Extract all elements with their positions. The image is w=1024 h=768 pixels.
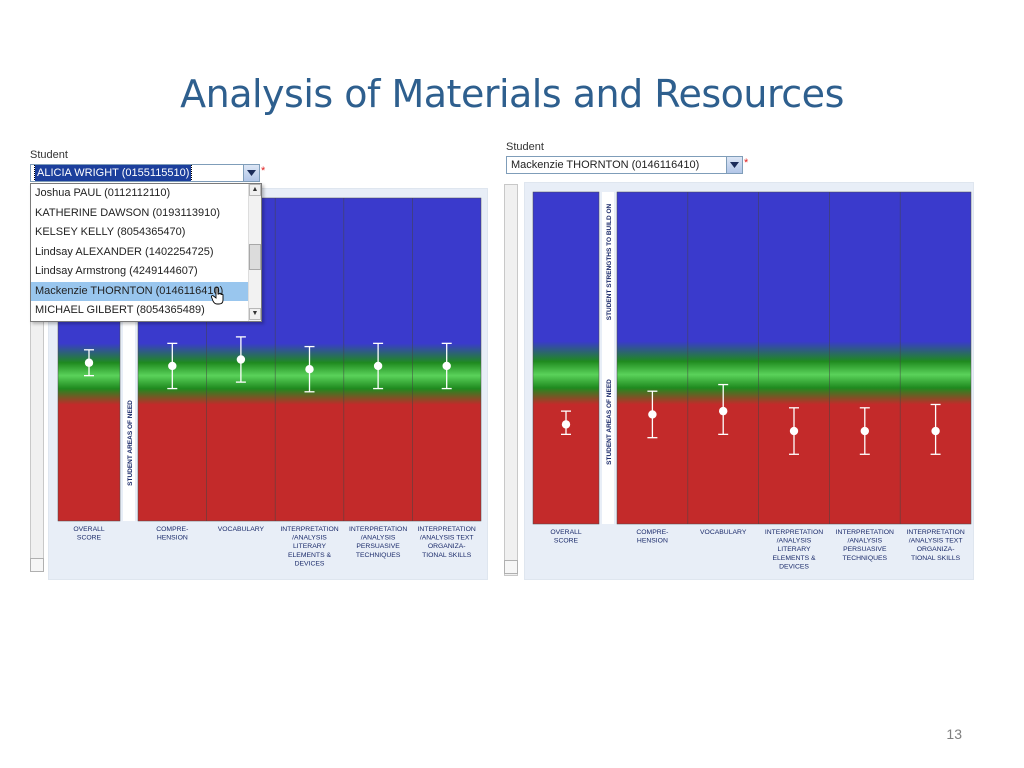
required-asterisk: *	[261, 165, 266, 177]
dropdown-option[interactable]: MICHAEL GILBERT (8054365489)	[35, 304, 205, 316]
category-label-line: ORGANIZA-	[428, 543, 466, 550]
page-number: 13	[946, 726, 962, 742]
chevron-down-icon[interactable]	[726, 157, 742, 173]
score-point	[648, 410, 657, 419]
dropdown-option[interactable]: Lindsay Armstrong (4249144607)	[35, 265, 198, 277]
category-label-line: ELEMENTS &	[288, 552, 332, 559]
category-label: INTERPRETATION/ANALYSIS TEXT ORGANIZA- TIO…	[418, 526, 476, 559]
score-point	[84, 358, 94, 367]
category-label-line: TIONAL SKILLS	[422, 552, 472, 559]
category-label-line: SCORE	[554, 538, 579, 545]
category-label-line: /ANALYSIS	[361, 535, 396, 542]
category-label-line: INTERPRETATION	[349, 526, 407, 533]
score-point	[860, 426, 869, 436]
score-point	[168, 361, 177, 371]
score-point	[373, 361, 383, 371]
category-label: VOCABULARY	[218, 526, 265, 533]
category-label-line: HENSION	[157, 535, 188, 542]
category-label-line: DEVICES	[295, 560, 325, 567]
dropdown-option[interactable]: KELSEY KELLY (8054365470)	[35, 226, 186, 238]
student-dropdown-list[interactable]: Joshua PAUL (0112112110) KATHERINE DAWSON…	[30, 183, 262, 322]
scrollbar-thumb[interactable]	[249, 244, 261, 270]
category-label-line: VOCABULARY	[700, 529, 747, 536]
student-select[interactable]: ALICIA WRIGHT (0155115510)	[30, 164, 260, 182]
category-label-line: ELEMENTS &	[772, 555, 816, 562]
score-point	[931, 426, 940, 436]
strengths-label: STUDENT STRENGTHS TO BUILD ON	[606, 203, 613, 320]
dropdown-option[interactable]: Mackenzie THORNTON (0146116410)	[31, 281, 249, 301]
category-label-line: PERSUASIVE	[356, 543, 400, 550]
score-point	[789, 426, 799, 436]
category-label: OVERALL SCORE	[550, 529, 582, 545]
category-label: INTERPRETATION/ANALYSIS LITERARY ELEMENTS …	[280, 526, 338, 567]
score-point	[305, 364, 314, 374]
category-label-line: /ANALYSIS	[292, 535, 327, 542]
category-label-line: OVERALL	[550, 529, 582, 536]
score-point	[719, 406, 728, 416]
category-label-line: INTERPRETATION	[765, 529, 823, 536]
hand-pointer-icon	[210, 286, 225, 310]
student-select-value: ALICIA WRIGHT (0155115510)	[33, 165, 193, 181]
dropdown-scrollbar[interactable]: ▲ ▼	[248, 184, 261, 321]
scroll-down-icon[interactable]: ▼	[249, 308, 261, 320]
student-label: Student	[30, 149, 68, 161]
student-select[interactable]: Mackenzie THORNTON (0146116410)	[506, 156, 743, 174]
category-label-line: /ANALYSIS	[847, 538, 882, 545]
category-label-line: ORGANIZA-	[917, 546, 955, 553]
score-point	[442, 361, 451, 371]
category-label-line: TIONAL SKILLS	[911, 555, 961, 562]
category-label-line: TECHNIQUES	[356, 552, 401, 559]
category-label: INTERPRETATION/ANALYSIS LITERARY ELEMENTS …	[765, 529, 823, 570]
dropdown-option[interactable]: KATHERINE DAWSON (0193113910)	[35, 206, 221, 219]
dropdown-option[interactable]: Lindsay ALEXANDER (1402254725)	[35, 245, 214, 258]
category-label: INTERPRETATION/ANALYSIS PERSUASIVE TECHNIQ…	[836, 529, 894, 562]
right-student-panel: Student Mackenzie THORNTON (0146116410) …	[504, 140, 974, 580]
score-point	[236, 355, 246, 364]
category-label-line: VOCABULARY	[218, 526, 265, 533]
category-label-line: HENSION	[637, 538, 668, 545]
dropdown-option[interactable]: Joshua PAUL (0112112110)	[35, 187, 171, 199]
vertical-slider[interactable]	[504, 184, 518, 576]
slider-handle[interactable]	[504, 560, 518, 574]
category-label-line: INTERPRETATION	[836, 529, 894, 536]
category-label-line: /ANALYSIS TEXT	[909, 538, 963, 545]
right-score-chart: STUDENT STRENGTHS TO BUILD ON STUDENT ARE…	[532, 191, 972, 570]
category-label-line: DEVICES	[779, 563, 809, 570]
slide-title: Analysis of Materials and Resources	[180, 72, 844, 116]
category-label-line: /ANALYSIS TEXT	[420, 535, 474, 542]
category-label: INTERPRETATION/ANALYSIS TEXT ORGANIZA- TIO…	[906, 529, 964, 562]
student-select-value: Mackenzie THORNTON (0146116410)	[511, 159, 700, 171]
category-label-line: TECHNIQUES	[843, 555, 888, 562]
category-label: COMPRE- HENSION	[636, 529, 668, 545]
category-label-line: LITERARY	[293, 543, 327, 550]
subscore-columns-block	[616, 191, 972, 525]
category-label-line: COMPRE-	[636, 529, 668, 536]
category-label-line: INTERPRETATION	[280, 526, 338, 533]
category-label: INTERPRETATION/ANALYSIS PERSUASIVE TECHNIQ…	[349, 526, 407, 559]
category-label-line: COMPRE-	[156, 526, 188, 533]
score-point	[561, 420, 571, 429]
slider-handle[interactable]	[30, 558, 44, 572]
category-label-line: OVERALL	[73, 526, 105, 533]
required-asterisk: *	[744, 157, 749, 169]
category-label: VOCABULARY	[700, 529, 747, 536]
category-label-line: INTERPRETATION	[906, 529, 964, 536]
category-label: OVERALL SCORE	[73, 526, 105, 542]
student-label: Student	[506, 141, 544, 153]
category-label: COMPRE- HENSION	[156, 526, 188, 542]
divider-strip	[602, 192, 614, 524]
category-label-line: /ANALYSIS	[777, 538, 812, 545]
category-label-line: SCORE	[77, 535, 102, 542]
areas-of-need-label: STUDENT AREAS OF NEED	[606, 379, 613, 465]
overall-score-column	[532, 191, 600, 525]
chevron-down-icon[interactable]	[243, 165, 259, 181]
scroll-up-icon[interactable]: ▲	[249, 184, 261, 196]
areas-of-need-label: STUDENT AREAS OF NEED	[127, 400, 134, 486]
category-label-line: INTERPRETATION	[418, 526, 476, 533]
category-label-line: PERSUASIVE	[843, 546, 887, 553]
category-label-line: LITERARY	[777, 546, 811, 553]
